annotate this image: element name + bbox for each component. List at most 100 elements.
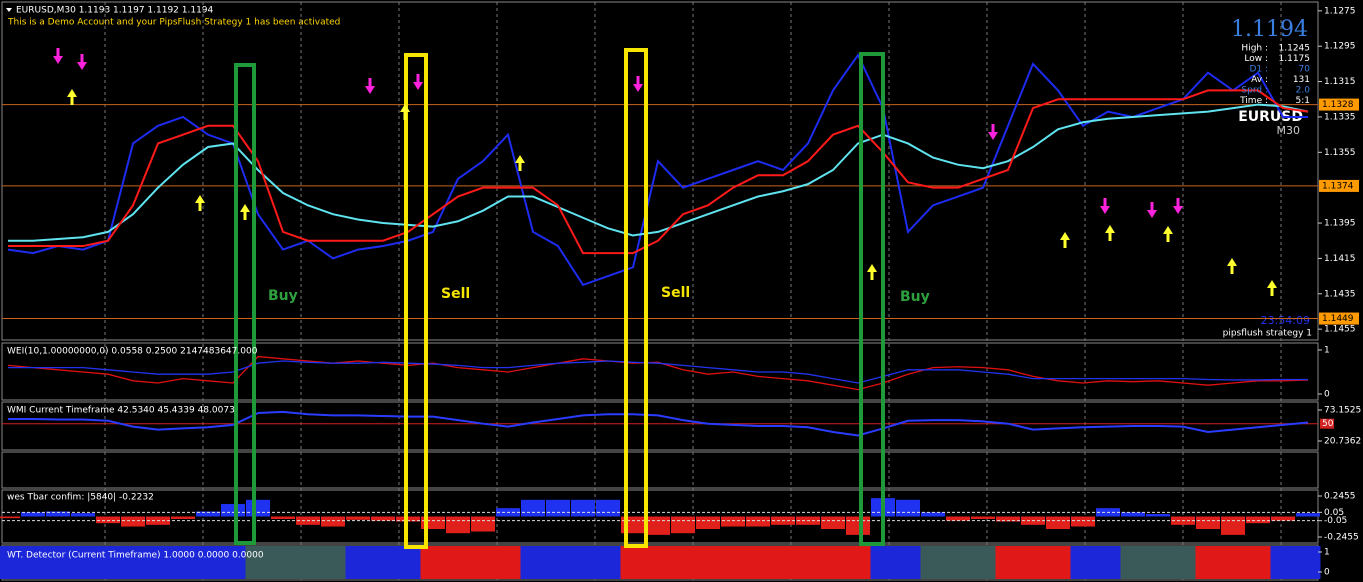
wt-block — [1095, 546, 1121, 579]
notice: This is a Demo Account and your PipsFlus… — [7, 18, 340, 28]
y-tick-label: -0.05 — [1324, 516, 1347, 526]
wt-block — [345, 546, 371, 579]
timeframe: M30 — [1277, 124, 1301, 137]
tbar-bar — [446, 516, 470, 534]
tbar-bar — [921, 512, 945, 517]
tbar-bar — [971, 516, 995, 520]
wt-block — [395, 546, 421, 579]
signal-box — [859, 52, 885, 546]
info-value: 70 — [1299, 65, 1311, 75]
tbar-bar — [721, 516, 745, 527]
buy-arrow — [867, 264, 877, 280]
y-tick-label: 0.2455 — [1324, 492, 1356, 502]
wt-block — [670, 546, 696, 579]
tbar-bar — [196, 511, 220, 517]
tbar-bar — [171, 516, 195, 520]
tbar-bar — [646, 516, 670, 535]
tbar-bar — [1296, 513, 1320, 517]
wmi-panel — [1, 401, 1319, 451]
tbar-bar — [371, 516, 395, 521]
tbar-bar — [221, 503, 245, 517]
wt-block — [645, 546, 671, 579]
y-tick-label: 1.1395 — [1324, 219, 1356, 229]
signal-box — [404, 53, 428, 549]
buy-arrow — [1227, 258, 1237, 274]
tbar-bar — [71, 513, 95, 517]
tbar-bar — [946, 516, 970, 521]
y-tick-label: 1.1455 — [1324, 325, 1356, 335]
wt-block — [320, 546, 346, 579]
wt-block — [1120, 546, 1146, 579]
symbol: EURUSD — [1238, 109, 1303, 125]
tbar-bar — [671, 516, 695, 534]
clock: 23:54:09 — [1261, 314, 1310, 327]
tbar-bar — [21, 512, 45, 517]
wt-block — [470, 546, 496, 579]
wt-block — [845, 546, 871, 579]
info-value: 5:1 — [1296, 96, 1310, 106]
wt-block — [270, 546, 296, 579]
tbar-bar — [46, 511, 70, 517]
y-tick-label: 0 — [1324, 390, 1330, 400]
wt-block — [1020, 546, 1046, 579]
buy-arrow — [240, 204, 250, 220]
tbar-bar — [1196, 516, 1220, 530]
wt-block — [1270, 546, 1296, 579]
info-label: High : — [1241, 44, 1268, 54]
wt-block — [620, 546, 646, 579]
symbol-line: EURUSD,M30 1.1193 1.1197 1.1192 1.1194 — [16, 6, 214, 16]
buy-arrow — [400, 104, 410, 120]
wt-block — [370, 546, 396, 579]
wt-block — [770, 546, 796, 579]
signal-label: Sell — [661, 285, 690, 301]
y-tick-label: 0 — [1324, 568, 1330, 578]
level-tag — [1319, 98, 1359, 111]
wei-panel — [1, 342, 1319, 401]
wt-block — [1045, 546, 1071, 579]
tbar-bar — [1046, 516, 1070, 530]
tbar-bar — [471, 516, 495, 532]
level-tag — [1319, 179, 1359, 192]
sell-arrow — [413, 74, 423, 90]
y-tick-label: 1.1275 — [1324, 6, 1356, 16]
y-tick-label: 1.1355 — [1324, 148, 1356, 158]
tbar-bar — [346, 516, 370, 520]
wt-block — [820, 546, 846, 579]
panel-title: WEI(10,1.00000000,0) 0.0558 0.2500 21474… — [7, 347, 258, 357]
main-panel — [1, 1, 1319, 341]
price-line — [8, 103, 1309, 242]
wt-block — [870, 546, 896, 579]
signal-label: Buy — [268, 288, 298, 304]
y-tick-label: 1 — [1324, 548, 1330, 558]
wt-block — [520, 546, 546, 579]
wt-block — [895, 546, 921, 579]
tbar-bar — [596, 499, 620, 517]
wt-block — [720, 546, 746, 579]
panel-title: wes Tbar confim: |5840| -0.2232 — [7, 493, 154, 503]
tbar-bar — [321, 516, 345, 527]
tbar-bar — [746, 516, 770, 527]
signal-label: Buy — [900, 289, 930, 305]
wt-block — [545, 546, 571, 579]
wt-block — [445, 546, 471, 579]
wt-block — [695, 546, 721, 579]
wt-block — [1070, 546, 1096, 579]
tbar-bar — [571, 499, 595, 517]
wt-block — [570, 546, 596, 579]
y-tick-label: 0.05 — [1324, 508, 1344, 518]
panel-title: WMI Current Timeframe 42.5340 45.4339 48… — [7, 406, 235, 416]
sell-arrow — [633, 76, 643, 92]
panel-title: WT. Detector (Current Timeframe) 1.0000 … — [7, 551, 264, 561]
sell-arrow — [77, 54, 87, 70]
tbar-bar — [1246, 516, 1270, 524]
wt-block — [420, 546, 446, 579]
info-value: 1.1245 — [1279, 44, 1311, 54]
y-tick-label: 1.1435 — [1324, 289, 1356, 299]
tbar-bar — [121, 516, 145, 527]
y-tick-label: 1.1415 — [1324, 254, 1356, 264]
info-label: Av : — [1251, 75, 1268, 85]
tbar-bar — [246, 499, 270, 517]
